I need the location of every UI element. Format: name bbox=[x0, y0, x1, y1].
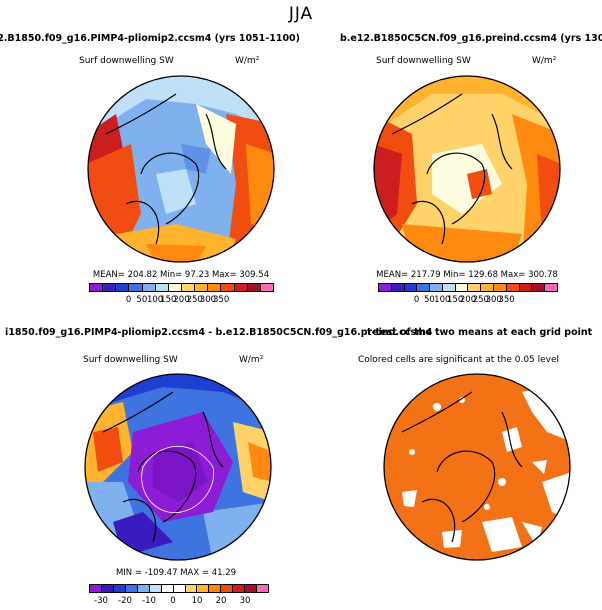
colorbar-tick-label: 150 bbox=[160, 295, 177, 305]
colorbar-tick-label: 300 bbox=[485, 295, 502, 305]
colorbar-swatch bbox=[185, 585, 198, 592]
colorbar-swatch bbox=[195, 284, 209, 291]
variable-label: Surf downwelling SW bbox=[79, 56, 174, 66]
colorbar-swatch bbox=[506, 284, 520, 291]
colorbar-tick-label: 200 bbox=[459, 295, 477, 305]
units-label: W/m² bbox=[235, 56, 260, 66]
colorbar-tick-label: 350 bbox=[213, 295, 230, 305]
colorbar-tick-label: 0 bbox=[125, 295, 132, 305]
colorbar-swatch bbox=[430, 284, 443, 291]
colorbar-swatch bbox=[173, 585, 186, 592]
colorbar bbox=[89, 283, 274, 292]
colorbar-swatch bbox=[519, 284, 533, 291]
colorbar-swatch bbox=[247, 284, 261, 291]
colorbar-swatch bbox=[103, 284, 117, 291]
colorbar-swatch bbox=[468, 284, 482, 291]
colorbar-swatch bbox=[481, 284, 495, 291]
colorbar-swatch bbox=[168, 284, 182, 291]
colorbar-tick-label: 250 bbox=[472, 295, 489, 305]
colorbar-swatch bbox=[142, 284, 156, 291]
colorbar-tick-label: 20 bbox=[215, 596, 227, 606]
colorbar-swatch bbox=[181, 284, 196, 291]
colorbar-tick-label: 0 bbox=[170, 596, 176, 606]
colorbar-swatch bbox=[442, 284, 456, 291]
panel-title: b.e12.B1850C5CN.f09_g16.preind.ccsm4 (yr… bbox=[340, 33, 602, 44]
panel-title: i1850.f09_g16.PIMP4-pliomip2.ccsm4 - b.e… bbox=[5, 327, 433, 338]
variable-label: Surf downwelling SW bbox=[83, 355, 178, 365]
colorbar-swatch bbox=[101, 585, 114, 592]
colorbar bbox=[89, 584, 269, 593]
colorbar-swatch bbox=[455, 284, 469, 291]
panel-subtitle: Colored cells are significant at the 0.0… bbox=[358, 355, 560, 365]
colorbar-swatch bbox=[90, 284, 104, 291]
colorbar-swatch bbox=[234, 284, 248, 291]
colorbar-tick-label: 100 bbox=[146, 295, 164, 305]
colorbar-tick-label: -30 bbox=[94, 596, 108, 606]
colorbar-tick-label: 350 bbox=[498, 295, 515, 305]
colorbar-swatch bbox=[260, 284, 273, 291]
colorbar-swatch bbox=[494, 284, 507, 291]
stats-line: MIN = -109.47 MAX = 41.29 bbox=[115, 568, 237, 578]
colorbar-swatch bbox=[113, 585, 126, 592]
colorbar-tick-label: 200 bbox=[173, 295, 190, 305]
colorbar-swatch bbox=[221, 284, 235, 291]
colorbar bbox=[378, 283, 558, 292]
colorbar-swatch bbox=[257, 585, 269, 592]
colorbar-tick-label: 0 bbox=[413, 295, 420, 305]
variable-label: Surf downwelling SW bbox=[376, 56, 471, 66]
colorbar-swatch bbox=[197, 585, 210, 592]
colorbar-swatch bbox=[125, 585, 138, 592]
colorbar-tick-label: 50 bbox=[424, 295, 435, 305]
colorbar-tick-label: 300 bbox=[199, 295, 217, 305]
colorbar-tick-label: 10 bbox=[191, 596, 203, 606]
colorbar-swatch bbox=[161, 585, 174, 592]
colorbar-tick-label: -10 bbox=[142, 596, 156, 606]
polar-map bbox=[87, 75, 275, 263]
colorbar-swatch bbox=[532, 284, 546, 291]
colorbar-swatch bbox=[379, 284, 392, 291]
colorbar-tick-label: 50 bbox=[136, 295, 148, 305]
colorbar-swatch bbox=[417, 284, 431, 291]
colorbar-tick-label: -20 bbox=[118, 596, 132, 606]
colorbar-swatch bbox=[545, 284, 557, 291]
colorbar-tick-label: 100 bbox=[434, 295, 451, 305]
colorbar-swatch bbox=[149, 585, 162, 592]
units-label: W/m² bbox=[532, 56, 557, 66]
colorbar-swatch bbox=[404, 284, 418, 291]
stats-line: MEAN= 217.79 Min= 129.68 Max= 300.78 bbox=[376, 270, 558, 280]
colorbar-swatch bbox=[90, 585, 102, 592]
panel-title: t-test of the two means at each grid poi… bbox=[367, 327, 593, 338]
colorbar-swatch bbox=[209, 585, 222, 592]
figure-title: JJA bbox=[288, 4, 314, 24]
stats-line: MEAN= 204.82 Min= 97.23 Max= 309.54 bbox=[92, 270, 270, 280]
colorbar-swatch bbox=[129, 284, 143, 291]
colorbar-tick-label: 250 bbox=[186, 295, 203, 305]
polar-map bbox=[84, 373, 272, 561]
significance-map bbox=[383, 373, 571, 561]
colorbar-swatch bbox=[221, 585, 234, 592]
colorbar-swatch bbox=[391, 284, 405, 291]
units-label: W/m² bbox=[239, 355, 264, 365]
polar-map bbox=[373, 75, 561, 263]
panel-title: b.e12.B1850.f09_g16.PIMP4-pliomip2.ccsm4… bbox=[0, 33, 300, 44]
colorbar-swatch bbox=[155, 284, 169, 291]
colorbar-swatch bbox=[245, 585, 258, 592]
colorbar-tick-label: 150 bbox=[447, 295, 464, 305]
colorbar-tick-label: 30 bbox=[239, 596, 251, 606]
colorbar-swatch bbox=[137, 585, 150, 592]
colorbar-swatch bbox=[116, 284, 130, 291]
colorbar-swatch bbox=[233, 585, 246, 592]
colorbar-swatch bbox=[208, 284, 222, 291]
